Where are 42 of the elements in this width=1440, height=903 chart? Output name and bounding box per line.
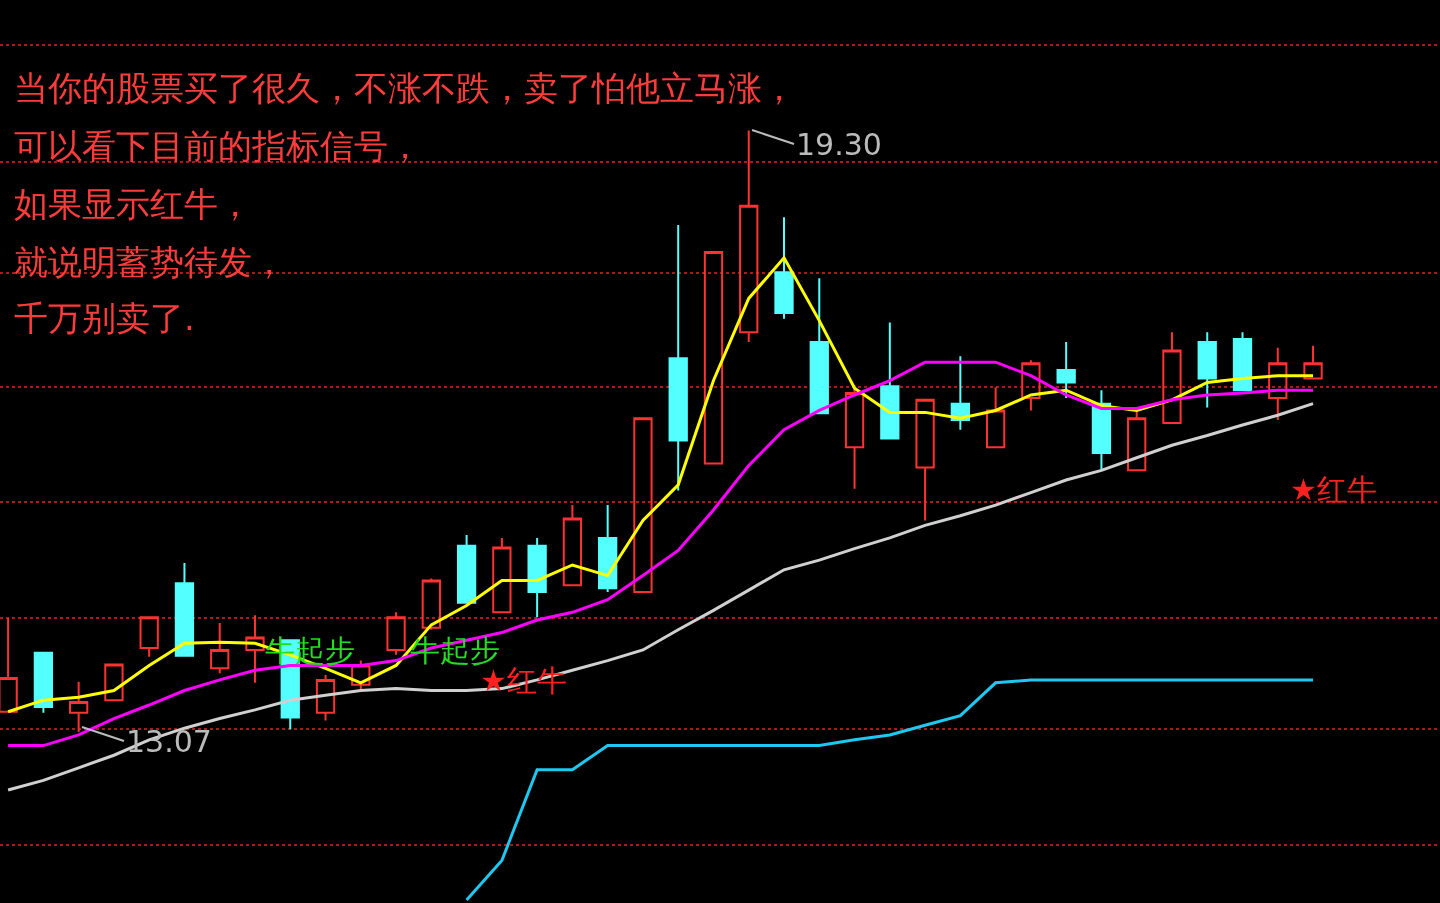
candlestick [421,577,441,631]
candlestick [1091,389,1112,472]
candlestick [386,611,406,656]
candlestick [174,562,195,657]
candlestick [33,651,54,714]
candlestick [562,504,583,587]
candlestick [1127,409,1147,472]
candlestick [880,321,900,440]
candlestick [1056,340,1076,399]
annotation: 千万别卖了. [14,298,195,338]
annotation: 可以看下目前的指标信号， [14,126,422,166]
candlestick [703,251,724,465]
candlestick [69,680,89,734]
candlestick [1197,331,1217,409]
candlestick [809,277,829,415]
annotation: ★红牛 [1290,472,1377,507]
annotation: 如果显示红牛， [14,184,252,224]
candlestick [1232,331,1253,392]
candlestick [844,384,865,490]
candlestick [1268,346,1288,422]
candlestick [527,536,547,619]
annotation: 19.30 [796,127,882,162]
candlestick [1162,331,1182,425]
candlestick [915,398,935,522]
candlestick [668,224,688,492]
candlestick [1303,344,1323,380]
candlestick [456,534,477,604]
candlestick [245,614,265,684]
candlestick [210,621,230,675]
candlestick [598,504,618,594]
candlestick [139,616,159,658]
candlestick [0,617,18,713]
candlestick [774,216,794,320]
annotation: 就说明蓄势待发， [14,242,286,282]
annotation: 当你的股票买了很久，不涨不跌，卖了怕他立马涨， [14,68,796,108]
candlestick [492,536,512,614]
candlestick [315,674,336,722]
candlestick [104,663,124,702]
candlestick [985,386,1006,449]
candlestick [1021,359,1041,412]
candlestick [739,129,759,343]
candlestick [633,417,653,594]
